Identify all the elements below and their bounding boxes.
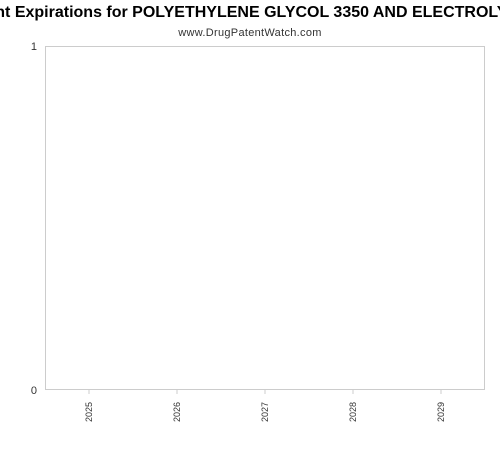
x-tick-label: 2029 — [436, 402, 446, 422]
x-tick-label: 2025 — [84, 402, 94, 422]
x-axis: 2025 2026 2027 2028 2029 — [84, 390, 446, 422]
x-tick-label: 2028 — [348, 402, 358, 422]
chart-subtitle: www.DrugPatentWatch.com — [177, 27, 321, 39]
chart-title: Patent Expirations for POLYETHYLENE GLYC… — [0, 4, 500, 21]
x-tick-label: 2026 — [172, 402, 182, 422]
y-tick-label: 0 — [31, 385, 37, 397]
y-tick-label: 1 — [31, 41, 37, 53]
plot-area — [45, 46, 485, 390]
x-tick-label: 2027 — [260, 402, 270, 422]
y-axis: 01 — [31, 41, 37, 397]
